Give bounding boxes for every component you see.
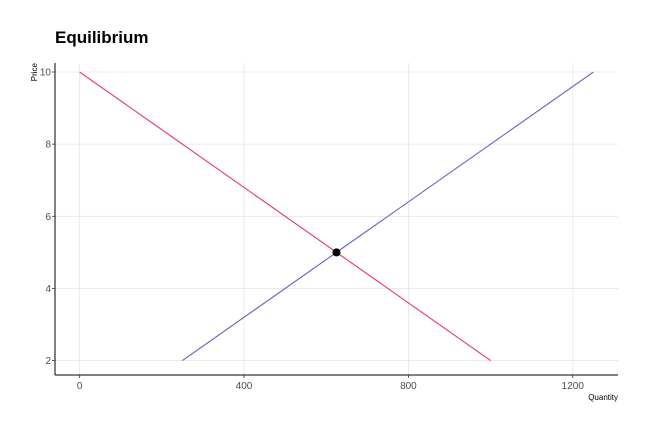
points: [332, 248, 341, 257]
x-tick-label: 1200: [562, 381, 585, 392]
x-tick-label: 400: [236, 381, 253, 392]
y-tick-label: 2: [45, 356, 51, 367]
x-tick-label: 800: [400, 381, 417, 392]
y-tick-label: 4: [45, 284, 51, 295]
x-tick-label: 0: [77, 381, 83, 392]
equilibrium-point: [332, 248, 341, 257]
y-tick-label: 10: [40, 68, 52, 79]
tick-labels: 0 400 800 1200 2 4 6 8 10: [40, 68, 584, 392]
supply-line: [182, 71, 594, 362]
grid: [55, 63, 618, 375]
y-axis-title: Price: [30, 62, 39, 81]
x-axis-title: Quantity: [588, 393, 618, 402]
y-tick-label: 8: [45, 140, 51, 151]
series: [79, 71, 594, 362]
y-tick-label: 6: [45, 212, 51, 223]
demand-line: [79, 71, 491, 362]
axes: [54, 63, 618, 376]
chart-title: Equilibrium: [55, 28, 149, 47]
